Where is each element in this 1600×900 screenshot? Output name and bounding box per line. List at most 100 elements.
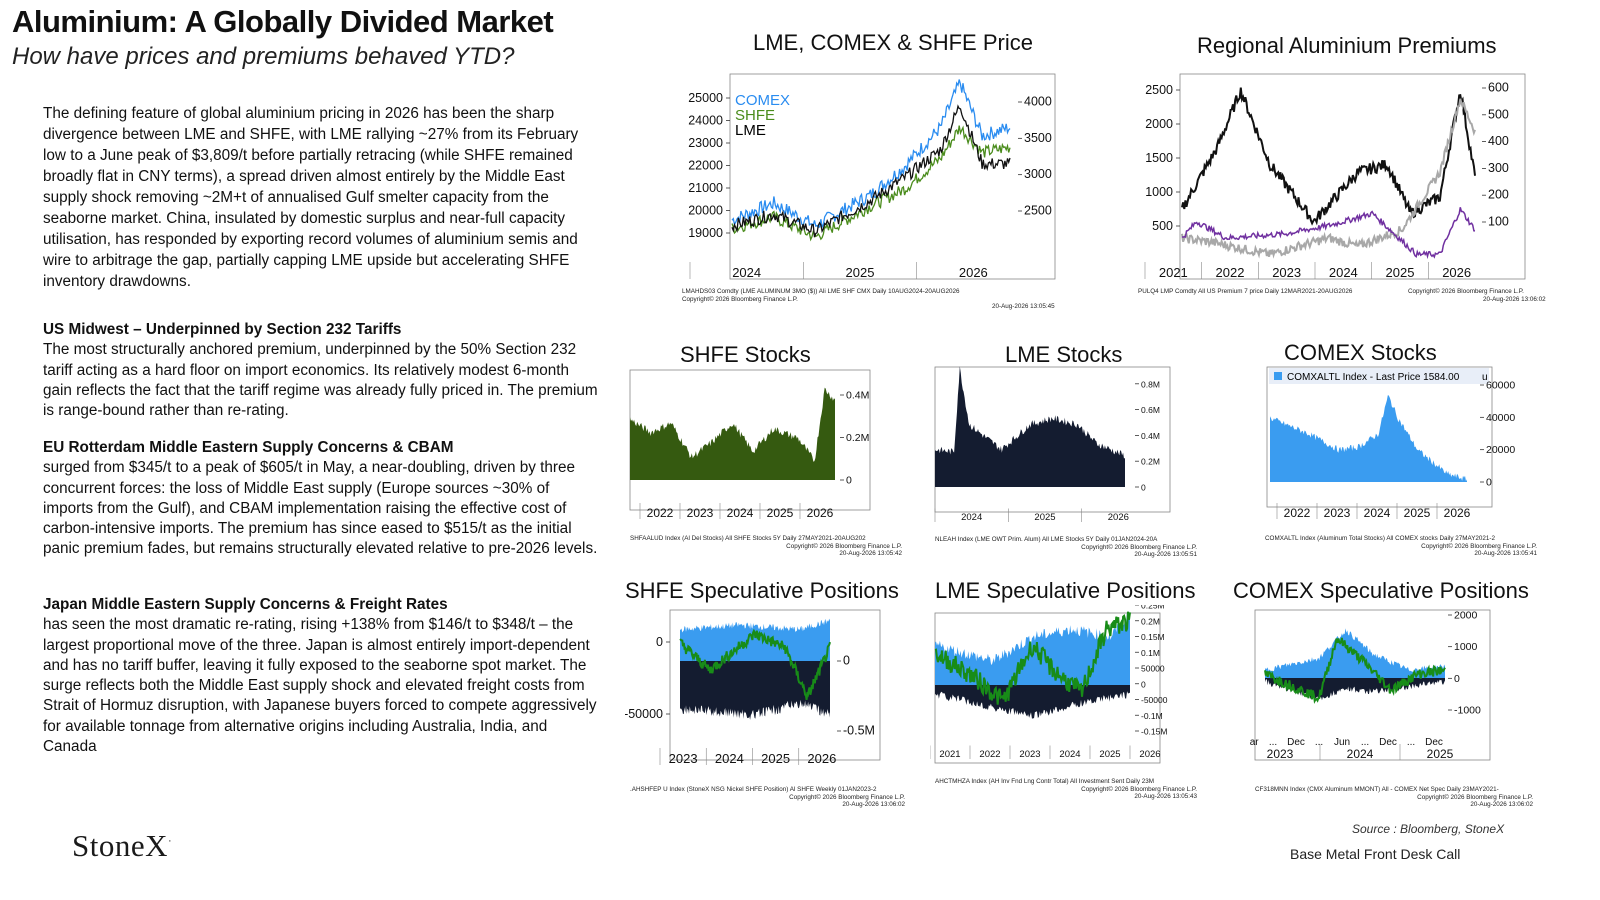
- legend-text: COMXALTL Index - Last Price 1584.00: [1287, 372, 1460, 383]
- shfe-spec-x-label: 2025: [761, 751, 790, 766]
- legend-cut: u: [1482, 372, 1488, 383]
- section-heading: EU Rotterdam Middle Eastern Supply Conce…: [43, 439, 454, 456]
- price-x-label: 2025: [846, 265, 875, 280]
- lme-stocks-tick-label: 0.6M: [1141, 405, 1160, 415]
- shfesp-net-line: [679, 628, 831, 700]
- footnote-line: COMXALTL Index (Aluminum Total Stocks) A…: [1265, 535, 1496, 542]
- comex-spec-x-top-label: ...: [1315, 737, 1323, 748]
- shfe-stocks-x-label: 2024: [727, 506, 754, 520]
- shfesp-long-area: [680, 618, 830, 661]
- lme-spec-tick-label: 0.2M: [1141, 616, 1160, 626]
- lmesp-net-line: [934, 611, 1131, 705]
- lme-stocks-chart: 1M 0.8M 0.6M 0.4M 0.2M 0 2024 2025 2026: [934, 362, 1171, 523]
- chart-title-lme-spec: LME Speculative Positions: [935, 578, 1196, 603]
- shfe-spec-x-label: 2023: [669, 751, 698, 766]
- footnote-line: 20-Aug-2026 13:05:41: [1474, 550, 1537, 557]
- footnote-line: Copyright© 2026 Bloomberg Finance L.P.: [1081, 543, 1197, 551]
- lme-spec-tick-label: -50000: [1141, 695, 1168, 705]
- footnote-line: SHFAALUD Index (Al Del Stocks) All SHFE …: [630, 535, 866, 542]
- lme-line: [731, 104, 1011, 238]
- comex-spec-x-top-label: Mar: [1250, 737, 1259, 748]
- shfe-spec-right-tick-label: -0.5M: [843, 724, 875, 738]
- price-left-tick-label: 24000: [688, 114, 723, 128]
- shfe-stocks-x-label: 2026: [807, 506, 834, 520]
- shfe-stocks-x-label: 2023: [687, 506, 714, 520]
- eu-premium-line: [1181, 98, 1476, 259]
- footnote-line: CF318MNN Index (CMX Aluminum MMONT) All …: [1255, 786, 1499, 793]
- prem-x-label: 2022: [1216, 265, 1245, 280]
- chart-title-comex-spec: COMEX Speculative Positions: [1233, 578, 1529, 603]
- footnote-line: Copyright© 2026 Bloomberg Finance L.P.: [1081, 785, 1197, 793]
- source-note: Source : Bloomberg, StoneX: [1352, 822, 1505, 836]
- price-right-tick-label: 3000: [1024, 167, 1052, 181]
- lme-spec-x-label: 2024: [1059, 749, 1080, 760]
- price-x-label: 2024: [732, 265, 761, 280]
- price-right-tick-label: 3500: [1024, 131, 1052, 145]
- lme-spec-tick-label: 50000: [1141, 664, 1165, 674]
- prem-right-tick-label: 400: [1488, 134, 1509, 148]
- footnote-line: NLEAH Index (LME OWT Prim. Alum) All LME…: [935, 536, 1158, 543]
- plot-frame: [1266, 366, 1493, 508]
- prem-right-tick-label: 200: [1488, 188, 1509, 202]
- price-left-tick-label: 22000: [688, 159, 723, 173]
- price-left-tick-label: 21000: [688, 181, 723, 195]
- comexsp-net-line: [1264, 637, 1446, 704]
- comex-stocks-tick-label: 20000: [1486, 444, 1515, 456]
- prem-right-tick-label: 300: [1488, 161, 1509, 175]
- legend-box: [1269, 368, 1489, 384]
- shfe-stocks-tick-label: 0.2M: [846, 432, 869, 444]
- plot-frame: [729, 73, 1056, 280]
- comex-stocks-footnote: COMXALTL Index (Aluminum Total Stocks) A…: [1265, 535, 1537, 558]
- price-right-tick-label: 2500: [1024, 204, 1052, 218]
- chart-title-lme-stocks: LME Stocks: [1005, 342, 1123, 367]
- lme-spec-x-label: 2022: [979, 749, 1000, 760]
- plot-frame: [1179, 73, 1526, 280]
- footnote-line: LMAHDS03 Comdty (LME ALUMINUM 3MO ($)) A…: [682, 288, 960, 295]
- prem-x-label: 2021: [1159, 265, 1188, 280]
- comex-stocks-chart: COMXALTL Index - Last Price 1584.00 u 60…: [1266, 366, 1515, 520]
- lme-spec-x-label: 2026: [1139, 749, 1160, 760]
- section-body: surged from $345/t to a peak of $605/t i…: [43, 459, 598, 558]
- lme-spec-x-label: 2021: [939, 749, 960, 760]
- comex-stocks-x-label: 2022: [1284, 506, 1311, 520]
- footnote-line: .AHSHFEP U Index (StoneX NSG Nickel SHFE…: [630, 786, 877, 793]
- chart-title-comex-stocks: COMEX Stocks: [1284, 340, 1437, 365]
- shfe-stocks-x-label: 2025: [767, 506, 794, 520]
- page-title: Aluminium: A Globally Divided Market: [12, 4, 554, 39]
- footnote-line: 20-Aug-2026 13:06:02: [842, 801, 905, 808]
- lme-stocks-area: [935, 366, 1125, 487]
- shfe-spec-footnote: .AHSHFEP U Index (StoneX NSG Nickel SHFE…: [630, 786, 905, 809]
- price-footnote: LMAHDS03 Comdty (LME ALUMINUM 3MO ($)) A…: [682, 288, 1055, 311]
- shfe-stocks-footnote: SHFAALUD Index (Al Del Stocks) All SHFE …: [630, 535, 902, 558]
- lme-stocks-tick-label: 0.4M: [1141, 431, 1160, 441]
- logo-mark: ·: [168, 835, 173, 848]
- shfe-spec-left-tick-label: -50000: [625, 707, 663, 721]
- comex-spec-x-top-label: Dec: [1287, 737, 1305, 748]
- price-chart: COMEX SHFE LME 25000 24000 23000 22000 21000…: [688, 73, 1056, 280]
- chart-title-price: LME, COMEX & SHFE Price: [753, 30, 1033, 55]
- shfe-line: [731, 125, 1011, 242]
- lme-stocks-tick-label: 0: [1141, 483, 1146, 493]
- us-premium-line: [1181, 87, 1476, 226]
- price-x-label: 2026: [959, 265, 988, 280]
- shfe-spec-left-tick-label: 0: [656, 635, 663, 649]
- desk-name: Base Metal Front Desk Call: [1290, 846, 1461, 862]
- comex-stocks-x-label: 2026: [1444, 506, 1471, 520]
- lme-spec-tick-label: 0.1M: [1141, 648, 1160, 658]
- lme-stocks-x-label: 2026: [1108, 512, 1129, 523]
- comex-spec-x-label: 2024: [1347, 747, 1374, 761]
- prem-x-label: 2026: [1442, 265, 1471, 280]
- lme-stocks-tick-label: 0.2M: [1141, 457, 1160, 467]
- chart-title-shfe-spec: SHFE Speculative Positions: [625, 578, 899, 603]
- page-subtitle: How have prices and premiums behaved YTD…: [12, 43, 515, 70]
- comex-stocks-tick-label: 40000: [1486, 412, 1515, 424]
- lme-spec-tick-label: -0.15M: [1141, 727, 1167, 737]
- price-left-tick-label: 20000: [688, 204, 723, 218]
- logo-text: StoneX: [72, 828, 168, 863]
- comex-spec-tick-label: 0: [1454, 673, 1460, 685]
- footnote-line: 20-Aug-2026 13:05:42: [839, 550, 902, 557]
- footnote-line: 20-Aug-2026 13:05:43: [1134, 793, 1197, 800]
- comex-spec-x-top-label: Dec: [1425, 737, 1443, 748]
- section-us-midwest: US Midwest – Underpinned by Section 232 …: [43, 320, 598, 421]
- plot-frame: [669, 609, 881, 761]
